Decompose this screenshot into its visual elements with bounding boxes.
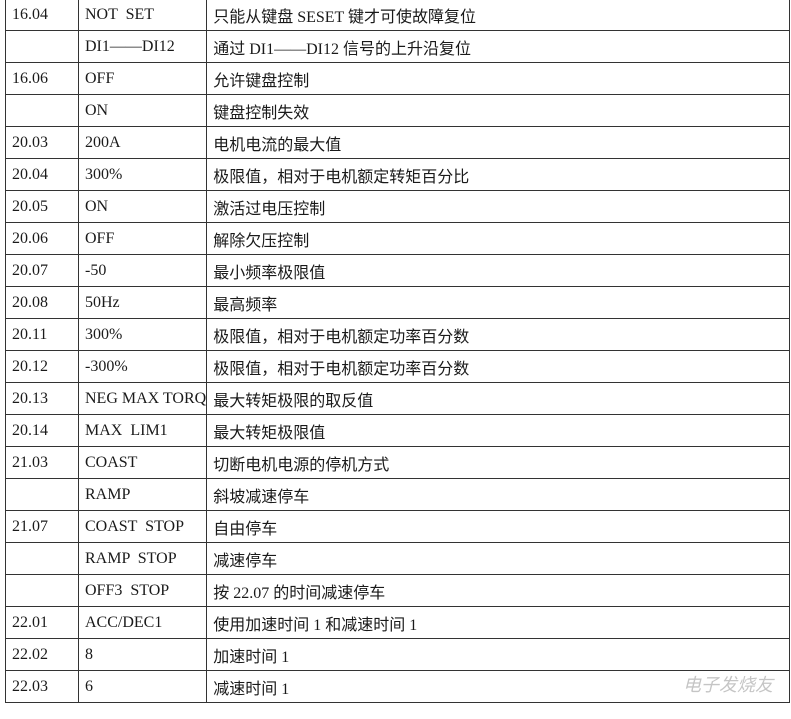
- table-cell: [5, 30, 79, 63]
- table-row: 20.11 300% 极限值，相对于电机额定功率百分数: [5, 318, 791, 351]
- table-cell: 激活过电压控制: [206, 190, 791, 223]
- table-cell: OFF3 STOP: [77, 574, 208, 607]
- table-cell: 20.07: [5, 254, 79, 287]
- table-cell: 50Hz: [77, 286, 208, 319]
- table-cell: 6: [77, 670, 208, 703]
- table-row: 20.07 -50 最小频率极限值: [5, 254, 791, 287]
- table-cell: -300%: [77, 350, 208, 383]
- table-cell: COAST: [77, 446, 208, 479]
- parameter-table: 16.04 NOT SET 只能从键盘 SESET 键才可使故障复位 DI1——DI1…: [5, 0, 791, 703]
- table-row: DI1——DI12 通过 DI1——DI12 信号的上升沿复位: [5, 30, 791, 63]
- table-row: RAMP 斜坡减速停车: [5, 478, 791, 511]
- table-cell: 切断电机电源的停机方式: [206, 446, 791, 479]
- table-cell: OFF: [77, 222, 208, 255]
- table-row: ON 键盘控制失效: [5, 94, 791, 127]
- table-cell: 20.14: [5, 414, 79, 447]
- table-cell: 16.04: [5, 0, 79, 31]
- table-cell: 最小频率极限值: [206, 254, 791, 287]
- table-cell: 16.06: [5, 62, 79, 95]
- table-cell: 20.03: [5, 126, 79, 159]
- table-cell: 22.03: [5, 670, 79, 703]
- table-cell: 22.01: [5, 606, 79, 639]
- table-cell: 20.05: [5, 190, 79, 223]
- table-cell: ON: [77, 190, 208, 223]
- table-cell: NOT SET: [77, 0, 208, 31]
- table-cell: 解除欠压控制: [206, 222, 791, 255]
- table-cell: 21.03: [5, 446, 79, 479]
- table-cell: 最大转矩极限的取反值: [206, 382, 791, 415]
- table-cell: NEG MAX TORQ: [77, 382, 208, 415]
- table-row: 16.06 OFF 允许键盘控制: [5, 62, 791, 95]
- table-row: 21.03 COAST 切断电机电源的停机方式: [5, 446, 791, 479]
- table-cell: 通过 DI1——DI12 信号的上升沿复位: [206, 30, 791, 63]
- table-cell: OFF: [77, 62, 208, 95]
- table-row: 22.02 8 加速时间 1: [5, 638, 791, 671]
- table-row: 22.03 6 减速时间 1: [5, 670, 791, 703]
- table-cell: 20.06: [5, 222, 79, 255]
- table-cell: 300%: [77, 318, 208, 351]
- table-row: RAMP STOP 减速停车: [5, 542, 791, 575]
- table-cell: 允许键盘控制: [206, 62, 791, 95]
- table-cell: [5, 574, 79, 607]
- table-cell: 20.13: [5, 382, 79, 415]
- table-cell: 极限值，相对于电机额定功率百分数: [206, 318, 791, 351]
- table-cell: 加速时间 1: [206, 638, 791, 671]
- table-row: 20.12 -300% 极限值，相对于电机额定功率百分数: [5, 350, 791, 383]
- table-row: 22.01 ACC/DEC1 使用加速时间 1 和减速时间 1: [5, 606, 791, 639]
- table-cell: -50: [77, 254, 208, 287]
- table-row: 20.04 300% 极限值，相对于电机额定转矩百分比: [5, 158, 791, 191]
- table-cell: 使用加速时间 1 和减速时间 1: [206, 606, 791, 639]
- table-cell: 只能从键盘 SESET 键才可使故障复位: [206, 0, 791, 31]
- table-cell: ACC/DEC1: [77, 606, 208, 639]
- table-row: 20.06 OFF 解除欠压控制: [5, 222, 791, 255]
- table-cell: 减速时间 1: [206, 670, 791, 703]
- table-row: 20.05 ON 激活过电压控制: [5, 190, 791, 223]
- table-cell: 21.07: [5, 510, 79, 543]
- table-cell: MAX LIM1: [77, 414, 208, 447]
- table-cell: 极限值，相对于电机额定功率百分数: [206, 350, 791, 383]
- table-cell: 极限值，相对于电机额定转矩百分比: [206, 158, 791, 191]
- table-cell: 电机电流的最大值: [206, 126, 791, 159]
- table-cell: 20.12: [5, 350, 79, 383]
- table-cell: 200A: [77, 126, 208, 159]
- table-row: 16.04 NOT SET 只能从键盘 SESET 键才可使故障复位: [5, 0, 791, 31]
- table-row: 21.07 COAST STOP 自由停车: [5, 510, 791, 543]
- table-cell: 自由停车: [206, 510, 791, 543]
- table-cell: [5, 478, 79, 511]
- table-cell: 20.08: [5, 286, 79, 319]
- table-cell: 22.02: [5, 638, 79, 671]
- table-cell: 减速停车: [206, 542, 791, 575]
- table-cell: 300%: [77, 158, 208, 191]
- table-cell: 最大转矩极限值: [206, 414, 791, 447]
- table-cell: 最高频率: [206, 286, 791, 319]
- table-row: 20.03 200A 电机电流的最大值: [5, 126, 791, 159]
- table-cell: RAMP: [77, 478, 208, 511]
- table-cell: COAST STOP: [77, 510, 208, 543]
- table-cell: 按 22.07 的时间减速停车: [206, 574, 791, 607]
- table-cell: [5, 94, 79, 127]
- table-row: 20.08 50Hz 最高频率: [5, 286, 791, 319]
- watermark: 电子发烧友: [683, 675, 773, 696]
- table-cell: 20.11: [5, 318, 79, 351]
- table-cell: 8: [77, 638, 208, 671]
- table-cell: ON: [77, 94, 208, 127]
- table-cell: [5, 542, 79, 575]
- table-cell: 斜坡减速停车: [206, 478, 791, 511]
- table-cell: 20.04: [5, 158, 79, 191]
- table-row: 20.13 NEG MAX TORQ 最大转矩极限的取反值: [5, 382, 791, 415]
- table-cell: DI1——DI12: [77, 30, 208, 63]
- table-cell: RAMP STOP: [77, 542, 208, 575]
- table-cell: 键盘控制失效: [206, 94, 791, 127]
- table-row: OFF3 STOP 按 22.07 的时间减速停车: [5, 574, 791, 607]
- table-row: 20.14 MAX LIM1 最大转矩极限值: [5, 414, 791, 447]
